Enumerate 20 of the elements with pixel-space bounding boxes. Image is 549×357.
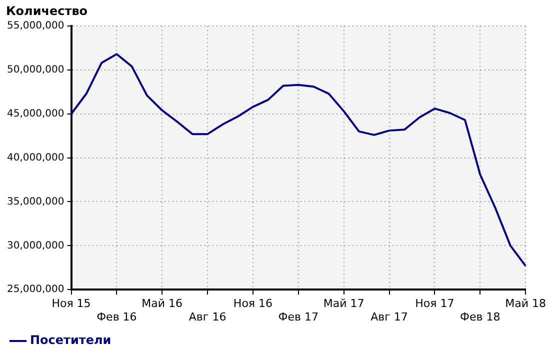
y-tick-label: 35,000,000 [6, 196, 64, 208]
y-tick-label: 30,000,000 [6, 240, 64, 252]
y-tick-label: 50,000,000 [6, 64, 64, 76]
y-tick-label: 55,000,000 [6, 20, 64, 32]
y-tick-label: 45,000,000 [6, 108, 64, 120]
y-axis-title: Количество [6, 4, 88, 18]
x-tick-label: Фев 18 [460, 310, 500, 324]
x-tick-label: Май 16 [142, 297, 183, 310]
x-tick-label: Май 17 [323, 297, 364, 310]
x-tick-label: Май 18 [505, 297, 546, 310]
x-tick-label: Фев 17 [278, 310, 319, 324]
y-tick-label: 25,000,000 [6, 284, 64, 296]
x-tick-label: Фев 16 [96, 310, 137, 324]
x-tick-label: Авг 16 [188, 310, 226, 324]
x-tick-label: Ноя 16 [233, 297, 273, 310]
x-tick-label: Ноя 15 [52, 297, 91, 310]
y-tick-label: 40,000,000 [6, 152, 64, 164]
legend-label: Посетители [30, 333, 112, 348]
x-tick-label: Ноя 17 [415, 297, 454, 310]
x-tick-label: Авг 17 [370, 310, 408, 324]
